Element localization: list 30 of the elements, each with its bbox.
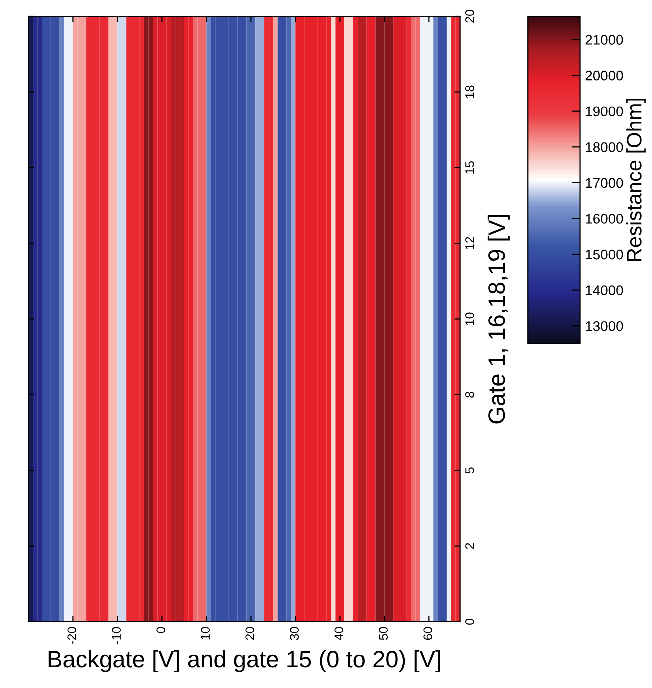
color-bar-label: 16000 [586, 214, 624, 224]
y-tick-label: 2 [466, 543, 474, 550]
x-tick-label: -10 [112, 627, 122, 644]
y-tick-label: 0 [466, 618, 474, 625]
y-tick-label: 15 [466, 161, 474, 174]
x-tick-label: -20 [68, 627, 77, 644]
x-tick-label: 20 [246, 627, 255, 640]
y-axis-title: Gate 1, 16,18,19 [V] [488, 215, 510, 424]
y-tick-label: 10 [466, 312, 474, 326]
x-tick-label: 40 [334, 627, 344, 640]
y-tick-label: 20 [466, 10, 474, 23]
x-tick-label: 30 [290, 627, 300, 640]
color-bar-label: 20000 [586, 70, 624, 81]
color-bar-label: 19000 [586, 106, 624, 117]
y-tick-label: 5 [466, 468, 474, 474]
color-bar-title: Resistance [Ohm] [626, 98, 646, 262]
color-bar-label: 14000 [586, 286, 624, 296]
color-bar-label: 17000 [586, 178, 624, 188]
color-bar-label: 18000 [586, 142, 624, 152]
x-tick-label: 60 [424, 627, 433, 640]
color-bar-label: 13000 [586, 321, 624, 332]
x-tick-label: 10 [201, 627, 210, 640]
y-tick-label: 12 [466, 237, 474, 250]
color-bar-label: 21000 [586, 35, 624, 45]
x-tick-label: 0 [156, 627, 166, 634]
y-tick-label: 18 [466, 86, 474, 98]
y-tick-label: 8 [466, 392, 474, 398]
x-tick-label: 50 [379, 627, 388, 640]
color-bar-label: 15000 [586, 250, 624, 260]
x-axis-title: Backgate [V] and gate 15 (0 to 20) [V] [48, 650, 440, 672]
